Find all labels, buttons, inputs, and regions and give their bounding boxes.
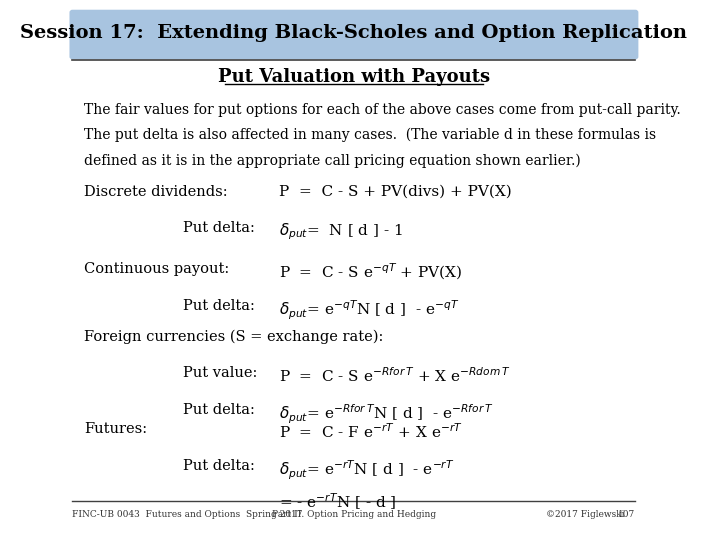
Text: Foreign currencies (S = exchange rate):: Foreign currencies (S = exchange rate): — [84, 329, 384, 344]
Text: Continuous payout:: Continuous payout: — [84, 262, 230, 276]
Text: defined as it is in the appropriate call pricing equation shown earlier.): defined as it is in the appropriate call… — [84, 153, 581, 168]
Text: $\delta_{put}$= e$^{-Rfor\,T}$N [ d ]  - e$^{-Rfor\,T}$: $\delta_{put}$= e$^{-Rfor\,T}$N [ d ] - … — [279, 403, 493, 426]
Text: $\delta_{put}$=  N [ d ] - 1: $\delta_{put}$= N [ d ] - 1 — [279, 221, 403, 242]
Text: Put delta:: Put delta: — [184, 459, 255, 473]
Text: The fair values for put options for each of the above cases come from put-call p: The fair values for put options for each… — [84, 103, 681, 117]
FancyBboxPatch shape — [69, 10, 639, 59]
Text: P  =  C - S e$^{-Rfor\,T}$ + X e$^{-Rdom\,T}$: P = C - S e$^{-Rfor\,T}$ + X e$^{-Rdom\,… — [279, 366, 510, 385]
Text: Put delta:: Put delta: — [184, 403, 255, 417]
Text: P  =  C - F e$^{-rT}$ + X e$^{-rT}$: P = C - F e$^{-rT}$ + X e$^{-rT}$ — [279, 422, 463, 441]
Text: Futures:: Futures: — [84, 422, 148, 436]
Text: 107: 107 — [618, 510, 635, 519]
Text: P  =  C - S e$^{-qT}$ + PV(X): P = C - S e$^{-qT}$ + PV(X) — [279, 262, 462, 282]
Text: $\delta_{put}$= e$^{-rT}$N [ d ]  - e$^{-rT}$: $\delta_{put}$= e$^{-rT}$N [ d ] - e$^{-… — [279, 459, 454, 482]
Text: Session 17:  Extending Black-Scholes and Option Replication: Session 17: Extending Black-Scholes and … — [20, 24, 688, 43]
Text: Put delta:: Put delta: — [184, 299, 255, 313]
Text: Part II. Option Pricing and Hedging: Part II. Option Pricing and Hedging — [272, 510, 436, 519]
Text: FINC-UB 0043  Futures and Options  Spring 2017: FINC-UB 0043 Futures and Options Spring … — [73, 510, 303, 519]
Text: Put Valuation with Payouts: Put Valuation with Payouts — [218, 68, 490, 86]
Text: = - e$^{-rT}$N [ - d ]: = - e$^{-rT}$N [ - d ] — [279, 491, 397, 512]
Text: P  =  C - S + PV(divs) + PV(X): P = C - S + PV(divs) + PV(X) — [279, 185, 512, 199]
Text: Discrete dividends:: Discrete dividends: — [84, 185, 228, 199]
Text: Put value:: Put value: — [184, 366, 258, 380]
Text: $\delta_{put}$= e$^{-qT}$N [ d ]  - e$^{-qT}$: $\delta_{put}$= e$^{-qT}$N [ d ] - e$^{-… — [279, 299, 459, 322]
Text: ©2017 Figlewski: ©2017 Figlewski — [546, 510, 624, 519]
Text: The put delta is also affected in many cases.  (The variable d in these formulas: The put delta is also affected in many c… — [84, 128, 657, 143]
Text: Put delta:: Put delta: — [184, 221, 255, 235]
